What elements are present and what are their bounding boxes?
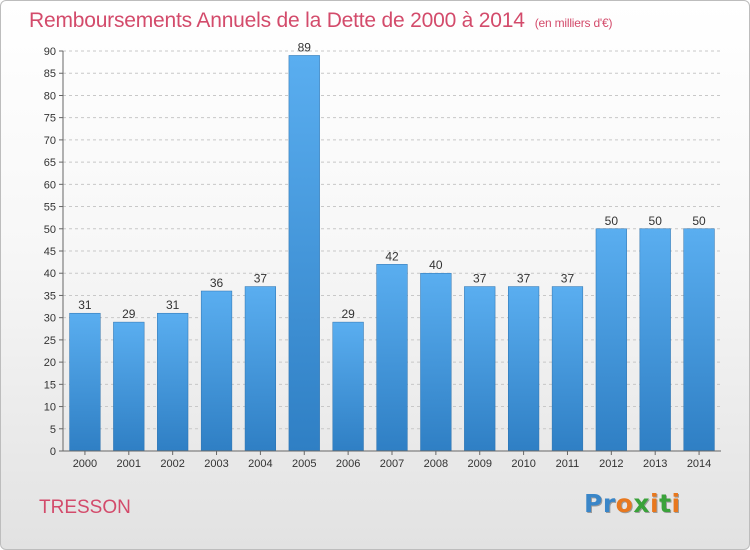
chart-title-text: Remboursements Annuels de la Dette de 20… [29,9,525,32]
bar-value-label: 37 [561,272,575,286]
bar [157,312,189,452]
bar [288,55,320,452]
bar [332,321,364,452]
bar [113,321,145,452]
x-tick-label: 2000 [73,458,97,470]
x-tick-label: 2003 [204,458,228,470]
bar [376,264,408,452]
y-tick-label: 30 [44,313,56,325]
y-tick-label: 55 [44,202,56,214]
x-tick-label: 2002 [160,458,184,470]
bar [200,290,233,452]
y-tick-label: 40 [44,268,56,280]
bar [244,286,277,452]
bar [639,228,671,452]
y-tick-label: 60 [44,179,56,191]
x-tick-label: 2007 [380,458,404,470]
y-tick-label: 70 [44,135,56,147]
bar [595,228,627,452]
y-tick-label: 20 [44,357,56,369]
bar-value-label: 89 [298,40,312,54]
x-tick-label: 2006 [336,458,360,470]
bar [507,286,540,452]
x-tick-label: 2009 [467,458,491,470]
x-tick-label: 2012 [599,458,623,470]
y-tick-label: 90 [44,46,56,58]
bar [69,312,101,452]
chart-title: Remboursements Annuels de la Dette de 20… [29,9,612,33]
logo-letter: i [650,489,660,518]
axes: 0 5 10 15 20 25 30 35 40 45 50 55 60 65 70 75 80 85 90 2000… [44,46,721,470]
logo-letter: o [615,489,634,518]
y-tick-label: 50 [44,224,56,236]
logo-letter: r [602,489,616,518]
x-tick-label: 2013 [643,458,667,470]
y-tick-label: 35 [44,290,56,302]
bar-value-label: 29 [341,307,355,321]
x-tick-label: 2014 [687,458,711,470]
x-tick-label: 2004 [248,458,272,470]
x-tick-label: 2005 [292,458,316,470]
commune-name: TRESSON [39,497,131,518]
bar [420,272,452,452]
bar-value-label: 31 [166,298,180,312]
bar-value-label: 50 [605,214,619,228]
bar-value-label: 42 [385,249,399,263]
y-tick-label: 75 [44,113,56,125]
bar-value-label: 40 [429,258,443,272]
x-tick-label: 2008 [424,458,448,470]
x-tick-label: 2001 [117,458,141,470]
logo-letter: P [584,489,603,518]
bar-value-label: 37 [254,272,268,286]
bar-value-label: 37 [517,272,531,286]
x-tick-label: 2010 [511,458,535,470]
y-tick-label: 0 [50,446,56,458]
y-tick-label: 80 [44,90,56,102]
bar-value-label: 31 [78,298,92,312]
bar-value-label: 29 [122,307,136,321]
bar [683,228,715,452]
logo-letter: i [671,489,681,518]
proxiti-logo: Proxiti [584,489,681,518]
y-tick-label: 25 [44,335,56,347]
bar-value-label: 36 [210,276,224,290]
bar [551,286,584,452]
bar-value-label: 50 [649,214,663,228]
y-tick-label: 10 [44,402,56,414]
y-tick-label: 15 [44,379,56,391]
bar-value-label: 50 [692,214,706,228]
x-tick-label: 2011 [556,458,580,470]
y-tick-label: 65 [44,157,56,169]
logo-letter: x [633,489,650,518]
bar [464,286,496,452]
chart-unit-note: (en milliers d'€) [534,16,613,30]
logo-letter: t [659,489,672,518]
y-tick-label: 5 [50,424,56,436]
bars: 31 29 31 36 37 89 29 42 40 37 37 37 50 50 50 [69,40,715,452]
y-tick-label: 45 [44,246,56,258]
bar-value-label: 37 [473,272,487,286]
y-tick-label: 85 [44,68,56,80]
